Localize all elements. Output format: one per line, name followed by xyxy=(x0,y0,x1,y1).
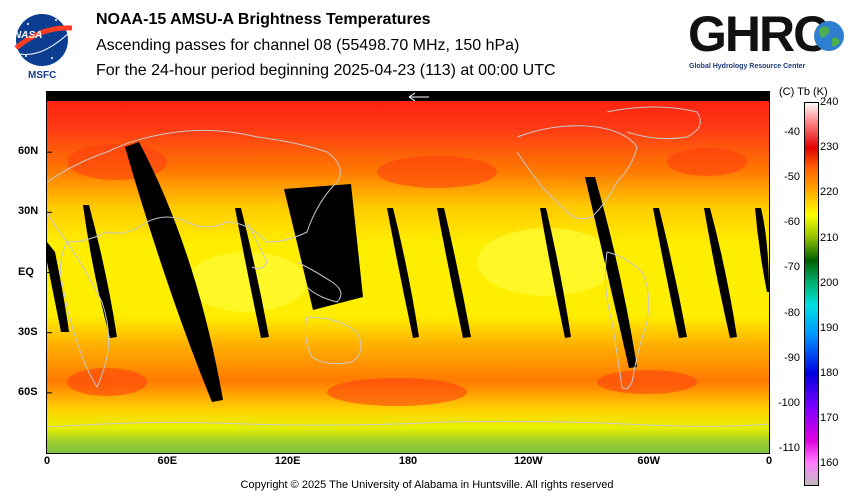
kelvin-tick-label: 160 xyxy=(820,457,839,470)
brightness-temperature-map xyxy=(47,92,769,453)
kelvin-tick-label: 200 xyxy=(820,276,839,289)
subtitle-channel: Ascending passes for channel 08 (55498.7… xyxy=(96,37,520,54)
kelvin-tick-label: 210 xyxy=(820,231,839,244)
lat-tick-label: 60S xyxy=(18,385,38,398)
lon-tick-label: 0 xyxy=(43,455,51,467)
lon-tick-label: 120W xyxy=(513,455,543,467)
celsius-tick-label: -110 xyxy=(778,442,800,455)
kelvin-tick-label: 170 xyxy=(820,412,839,425)
colorbar xyxy=(804,102,819,486)
celsius-tick-label: -50 xyxy=(784,171,800,184)
lat-tick-label: 30S xyxy=(18,325,38,338)
page-title: NOAA-15 AMSU-A Brightness Temperatures xyxy=(96,11,431,28)
celsius-tick-label: -40 xyxy=(784,125,800,138)
colorbar-header: (C) Tb (K) xyxy=(779,86,828,98)
msfc-caption: MSFC xyxy=(28,70,57,81)
nasa-logo-wordmark: NASA xyxy=(14,30,43,41)
kelvin-tick-label: 180 xyxy=(820,367,839,380)
lat-tick-label: 30N xyxy=(18,205,39,218)
celsius-tick-label: -80 xyxy=(784,306,800,319)
lon-tick-label: 0 xyxy=(765,455,773,467)
no-data-top-band xyxy=(47,92,769,101)
lon-tick-label: 60E xyxy=(157,455,178,467)
lon-tick-label: 180 xyxy=(398,455,418,467)
kelvin-tick-label: 190 xyxy=(820,321,839,334)
lat-tick-label: EQ xyxy=(18,265,34,278)
nasa-logo-icon xyxy=(14,14,73,66)
celsius-tick-label: -70 xyxy=(784,261,800,274)
lon-tick-label: 120E xyxy=(274,455,301,467)
celsius-tick-label: -60 xyxy=(784,216,800,229)
celsius-tick-label: -100 xyxy=(777,397,800,409)
celsius-tick-label: -90 xyxy=(784,351,800,364)
kelvin-tick-label: 240 xyxy=(820,96,839,108)
kelvin-tick-label: 220 xyxy=(820,186,839,199)
lat-tick-label: 60N xyxy=(18,145,39,158)
globe-icon xyxy=(814,21,844,51)
copyright-notice: Copyright © 2025 The University of Alaba… xyxy=(240,479,614,491)
kelvin-tick-label: 230 xyxy=(820,141,839,154)
lon-tick-label: 60W xyxy=(637,455,660,467)
subtitle-period: For the 24-hour period beginning 2025-04… xyxy=(96,62,556,79)
ghrc-caption: Global Hydrology Resource Center xyxy=(689,63,806,70)
ghrc-logo-wordmark: GHRC xyxy=(688,6,829,62)
